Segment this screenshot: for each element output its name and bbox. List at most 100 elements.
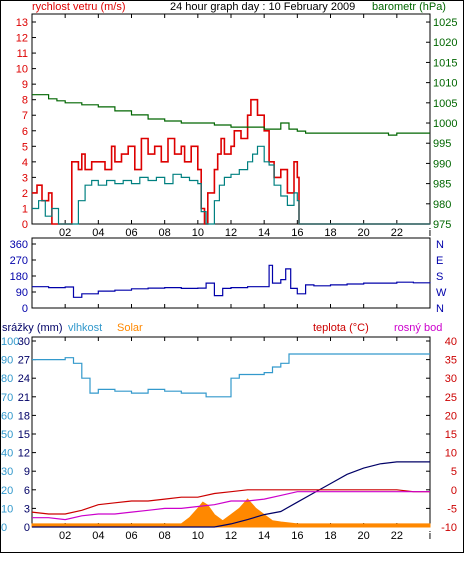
panel1-x-tick-label: 14 (258, 227, 270, 239)
dewpoint-series (32, 491, 430, 521)
wind-y-tick-label: 13 (16, 17, 28, 29)
wind-y-tick-label: 6 (22, 126, 28, 138)
panel3-x-tick-label: i (429, 530, 431, 542)
compass-label: W (436, 287, 447, 299)
barometer-y-tick-label: 980 (433, 199, 451, 211)
barometer-y-tick-label: 1020 (433, 37, 457, 49)
humidity-y-tick-label: 100 (1, 336, 19, 348)
barometer-y-tick-label: 1025 (433, 17, 457, 29)
panel3-x-tick-label: 14 (258, 530, 270, 542)
panel3-x-tick-label: 02 (59, 530, 71, 542)
panel1-x-tick-label: 04 (92, 227, 104, 239)
panel1-x-tick-label: 22 (391, 227, 403, 239)
wind-y-tick-label: 0 (22, 219, 28, 231)
rain-y-tick-label: 15 (18, 429, 30, 441)
rain-y-tick-label: 9 (24, 466, 30, 478)
temperature-y-tick-label: -5 (447, 503, 457, 515)
temperature-axis-label: teplota (°C) (313, 322, 369, 334)
compass-label: E (436, 255, 443, 267)
panel3-x-tick-label: 20 (358, 530, 370, 542)
humidity-y-tick-label: 60 (1, 410, 13, 422)
humidity-y-tick-label: 30 (1, 466, 13, 478)
rain-y-tick-label: 3 (24, 503, 30, 515)
panel3-x-tick-label: 06 (125, 530, 137, 542)
compass-label: N (436, 239, 444, 251)
humidity-y-tick-label: 20 (1, 485, 13, 497)
panel3-x-tick-label: 22 (391, 530, 403, 542)
barometer-y-tick-label: 990 (433, 158, 451, 170)
rain-axis-label: srážky (mm) (2, 322, 63, 334)
humidity-y-tick-label: 10 (1, 503, 13, 515)
temperature-y-tick-label: -10 (441, 522, 457, 534)
dewpoint-axis-label: rosný bod (394, 322, 442, 334)
rain-series (32, 461, 430, 528)
panel3-x-tick-label: 04 (92, 530, 104, 542)
direction-y-tick-label: 270 (10, 255, 28, 267)
panel1-x-tick-label: 10 (192, 227, 204, 239)
wind-y-tick-label: 10 (16, 64, 28, 76)
panel1-x-tick-label: 20 (358, 227, 370, 239)
barometer-y-tick-label: 985 (433, 179, 451, 191)
barometer-y-tick-label: 975 (433, 219, 451, 231)
compass-label: N (436, 303, 444, 315)
solar-series (31, 498, 431, 528)
solar-axis-label: Solar (117, 322, 143, 334)
wind-y-tick-label: 12 (16, 33, 28, 45)
rain-y-tick-label: 0 (24, 522, 30, 534)
barometer-series (32, 94, 430, 136)
panel1-x-tick-label: 02 (59, 227, 71, 239)
panel1-x-tick-label: 18 (324, 227, 336, 239)
barometer-y-tick-label: 1000 (433, 118, 457, 130)
temperature-y-tick-label: 5 (451, 466, 457, 478)
panel1-x-tick-label: 08 (159, 227, 171, 239)
panel1-x-tick-label: 16 (291, 227, 303, 239)
barometer-axis-label: barometr (hPa) (372, 1, 446, 13)
wind-y-tick-label: 8 (22, 95, 28, 107)
humidity-axis-label: vlhkost (68, 322, 102, 334)
wind-y-tick-label: 4 (22, 157, 28, 169)
temperature-series (31, 489, 430, 515)
direction-series (32, 264, 431, 298)
humidity-y-tick-label: 0 (1, 522, 7, 534)
wind-y-tick-label: 7 (22, 110, 28, 122)
wind-y-tick-label: 9 (22, 79, 28, 91)
humidity-series (32, 353, 430, 398)
wind-y-tick-label: 3 (22, 172, 28, 184)
panel1-x-tick-label: 06 (125, 227, 137, 239)
panel3-x-tick-label: 12 (225, 530, 237, 542)
humidity-y-tick-label: 40 (1, 448, 13, 460)
rain-y-tick-label: 27 (18, 355, 30, 367)
humidity-y-tick-label: 80 (1, 373, 13, 385)
temperature-y-tick-label: 15 (445, 429, 457, 441)
temperature-y-tick-label: 25 (445, 392, 457, 404)
temperature-y-tick-label: 0 (451, 485, 457, 497)
humidity-y-tick-label: 90 (1, 355, 13, 367)
temperature-y-tick-label: 10 (445, 448, 457, 460)
wind-y-tick-label: 2 (22, 188, 28, 200)
chart-title: 24 hour graph day : 10 February 2009 (170, 1, 355, 13)
compass-label: S (436, 271, 443, 283)
wind-y-tick-label: 11 (17, 48, 28, 60)
temperature-y-tick-label: 40 (445, 336, 457, 348)
rain-y-tick-label: 30 (18, 336, 30, 348)
wind-y-tick-label: 5 (22, 141, 28, 153)
humidity-y-tick-label: 70 (1, 392, 13, 404)
panel1-x-tick-label: 12 (225, 227, 237, 239)
direction-y-tick-label: 180 (10, 271, 28, 283)
rain-y-tick-label: 6 (24, 485, 30, 497)
temperature-y-tick-label: 30 (445, 373, 457, 385)
wind-speed-series (32, 145, 430, 225)
panel1-x-tick-label: i (429, 227, 431, 239)
barometer-y-tick-label: 1015 (433, 57, 457, 69)
wind-y-tick-label: 1 (22, 203, 28, 215)
temperature-y-tick-label: 35 (445, 355, 457, 367)
barometer-y-tick-label: 1010 (433, 78, 457, 90)
panel3-x-tick-label: 08 (159, 530, 171, 542)
barometer-y-tick-label: 995 (433, 138, 451, 150)
humidity-y-tick-label: 50 (1, 429, 13, 441)
panel3-x-tick-label: 18 (324, 530, 336, 542)
rain-y-tick-label: 21 (18, 392, 30, 404)
rain-y-tick-label: 24 (18, 373, 30, 385)
